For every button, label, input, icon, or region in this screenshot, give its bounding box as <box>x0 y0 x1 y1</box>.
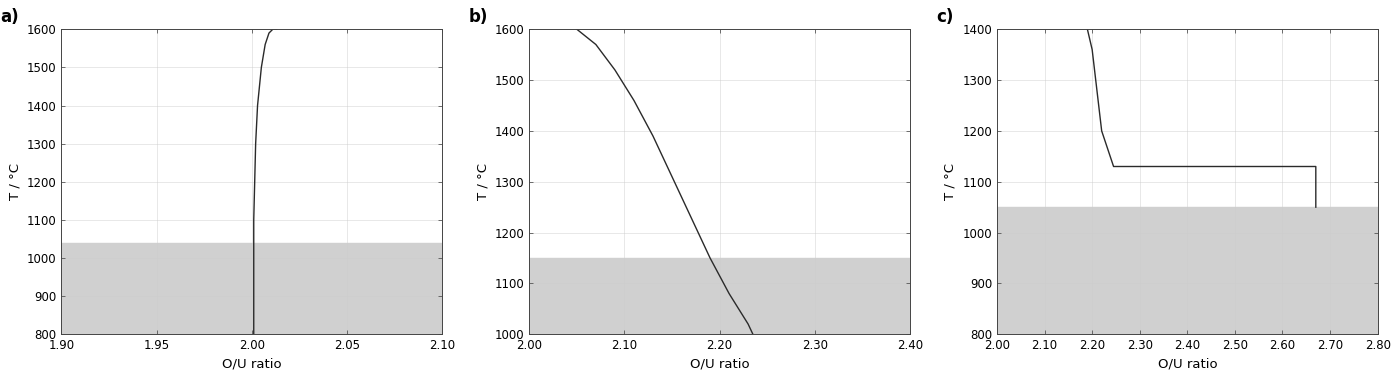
Bar <box>529 258 909 334</box>
Text: b): b) <box>469 8 488 26</box>
X-axis label: O/U ratio: O/U ratio <box>1157 358 1217 371</box>
X-axis label: O/U ratio: O/U ratio <box>690 358 750 371</box>
Bar <box>62 243 442 334</box>
Y-axis label: T / °C: T / °C <box>944 163 957 200</box>
Text: c): c) <box>936 8 954 26</box>
Y-axis label: T / °C: T / °C <box>476 163 490 200</box>
X-axis label: O/U ratio: O/U ratio <box>222 358 281 371</box>
Y-axis label: T / °C: T / °C <box>8 163 21 200</box>
Bar <box>997 207 1378 334</box>
Text: a): a) <box>0 8 20 26</box>
